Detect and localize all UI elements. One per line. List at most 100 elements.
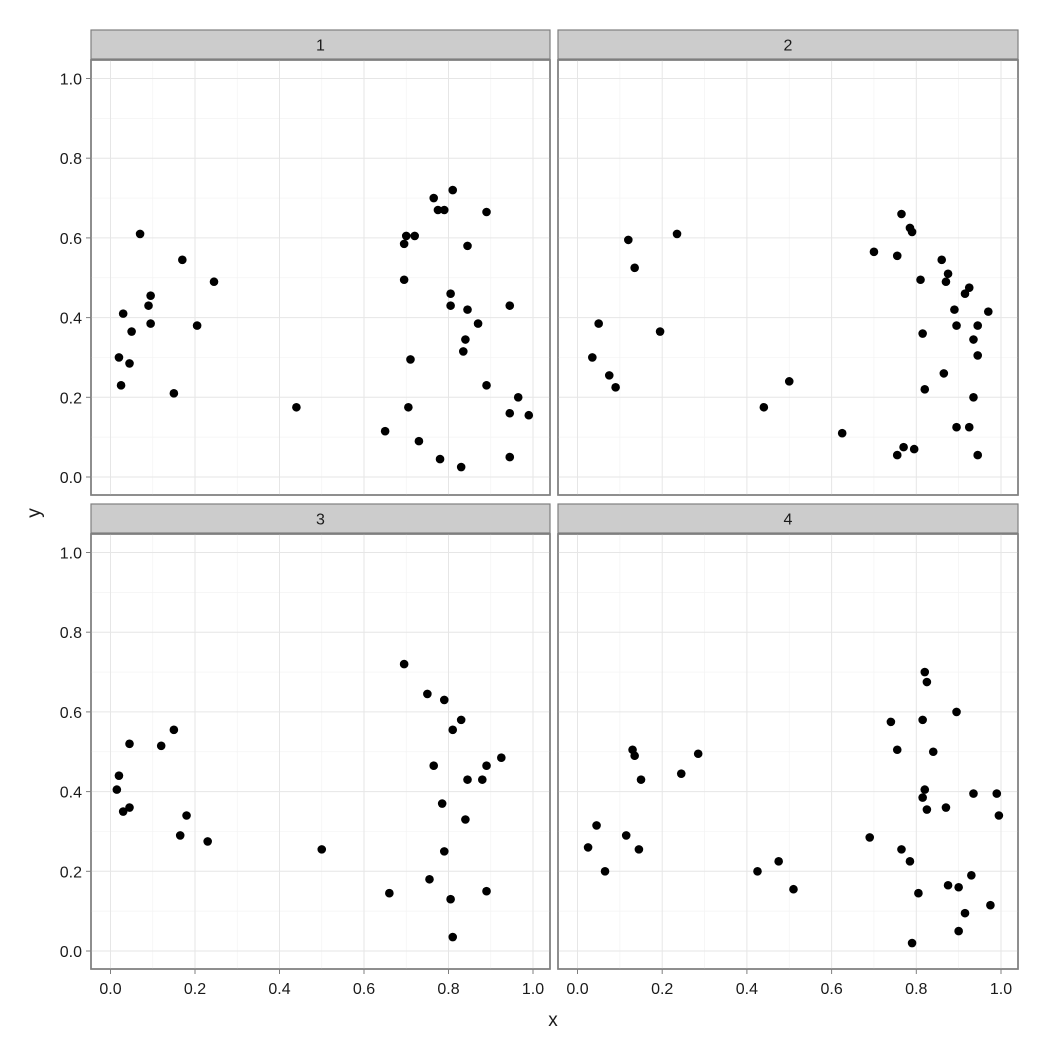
data-point bbox=[583, 843, 593, 852]
data-point bbox=[380, 426, 390, 436]
x-tick-label: 0.6 bbox=[820, 981, 842, 998]
data-point bbox=[952, 321, 961, 330]
data-point bbox=[406, 355, 415, 364]
data-point bbox=[789, 884, 798, 894]
data-point bbox=[463, 241, 472, 251]
data-point bbox=[937, 255, 947, 265]
data-point bbox=[994, 811, 1004, 820]
data-point bbox=[144, 301, 153, 310]
data-point bbox=[169, 389, 179, 398]
data-point bbox=[630, 263, 639, 273]
data-point bbox=[916, 275, 925, 285]
data-point bbox=[952, 422, 961, 432]
data-point bbox=[178, 255, 187, 265]
data-point bbox=[429, 761, 439, 770]
data-point bbox=[928, 747, 938, 757]
panel-border bbox=[557, 533, 1019, 970]
data-point bbox=[112, 785, 122, 794]
data-point bbox=[448, 185, 458, 195]
facet-panel-1: 1 0.0 0.2 0.4 0.6 0.8 1.0 bbox=[60, 29, 551, 496]
x-tick-label: 0.6 bbox=[353, 981, 375, 998]
data-point bbox=[922, 805, 932, 814]
data-point bbox=[399, 275, 409, 285]
y-tick-label: 0.6 bbox=[60, 231, 82, 248]
data-point bbox=[127, 327, 136, 336]
data-point bbox=[414, 436, 424, 446]
data-point bbox=[964, 283, 974, 293]
data-point bbox=[175, 831, 185, 840]
facet-panel-3: 3 0.0 0.2 0.4 0.6 0.8 1.0 0.0 0.2 0.4 0.6 0.8 1.0 bbox=[60, 503, 551, 998]
data-point bbox=[837, 428, 847, 438]
data-point bbox=[482, 207, 491, 217]
facet-panel-4: 4 0.0 0.2 0.4 0.6 0.8 1.0 bbox=[557, 503, 1019, 998]
data-point bbox=[973, 450, 983, 460]
data-point bbox=[600, 867, 610, 876]
data-point bbox=[672, 229, 682, 239]
data-point bbox=[954, 882, 963, 892]
data-point bbox=[439, 205, 449, 215]
data-point bbox=[918, 329, 927, 338]
data-point bbox=[892, 450, 902, 460]
data-point bbox=[918, 793, 927, 802]
data-point bbox=[992, 789, 1002, 798]
data-point bbox=[482, 381, 491, 390]
data-point bbox=[114, 771, 124, 780]
data-point bbox=[505, 452, 515, 462]
data-point bbox=[604, 371, 614, 380]
data-point bbox=[463, 775, 472, 784]
data-point bbox=[385, 888, 394, 898]
data-point bbox=[114, 353, 124, 362]
data-point bbox=[118, 807, 128, 816]
data-point bbox=[941, 803, 951, 812]
x-tick-label: 0.2 bbox=[651, 981, 673, 998]
data-point bbox=[918, 715, 927, 725]
data-point bbox=[943, 269, 953, 279]
data-point bbox=[125, 803, 134, 812]
data-point bbox=[461, 815, 470, 824]
data-point bbox=[636, 775, 646, 784]
y-tick-label: 0.8 bbox=[60, 625, 82, 642]
data-point bbox=[135, 229, 145, 239]
data-point bbox=[192, 321, 202, 330]
facet-strip bbox=[557, 503, 1019, 534]
x-axis-title: x bbox=[548, 1010, 558, 1031]
data-point bbox=[448, 932, 458, 942]
facet-strip-label: 1 bbox=[316, 38, 325, 55]
data-point bbox=[146, 291, 155, 300]
y-tick-label: 0.2 bbox=[60, 390, 82, 407]
data-point bbox=[941, 277, 951, 287]
data-point bbox=[954, 926, 963, 936]
data-point bbox=[960, 908, 970, 918]
data-point bbox=[964, 422, 974, 432]
data-point bbox=[892, 745, 902, 755]
facet-strip bbox=[90, 29, 551, 60]
data-point bbox=[446, 894, 455, 904]
data-point bbox=[920, 785, 930, 794]
data-point bbox=[969, 393, 978, 402]
data-point bbox=[986, 900, 995, 910]
x-tick-label: 0.2 bbox=[184, 981, 206, 998]
data-point bbox=[621, 831, 631, 840]
x-tick-label: 1.0 bbox=[522, 981, 544, 998]
data-point bbox=[588, 353, 597, 362]
data-point bbox=[482, 886, 491, 896]
data-point bbox=[960, 289, 970, 298]
data-point bbox=[399, 239, 409, 249]
data-point bbox=[505, 408, 515, 418]
data-point bbox=[920, 667, 930, 677]
data-point bbox=[456, 715, 466, 725]
data-point bbox=[969, 789, 978, 798]
data-point bbox=[513, 393, 523, 402]
data-point bbox=[611, 383, 620, 392]
x-tick-label: 0.4 bbox=[736, 981, 758, 998]
data-point bbox=[774, 857, 783, 866]
data-point bbox=[182, 811, 191, 820]
data-point bbox=[897, 845, 906, 854]
facet-panel-2: 2 bbox=[557, 29, 1019, 496]
data-point bbox=[125, 359, 134, 368]
data-point bbox=[461, 335, 470, 344]
y-tick-label: 0.6 bbox=[60, 705, 82, 722]
data-point bbox=[939, 369, 949, 378]
data-point bbox=[410, 231, 420, 241]
